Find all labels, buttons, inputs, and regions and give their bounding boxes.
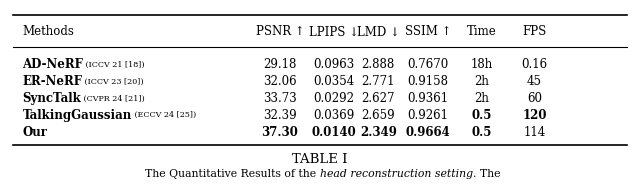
Text: The Quantitative Results of the: The Quantitative Results of the [145,169,320,179]
Text: 2.659: 2.659 [362,109,395,122]
Text: ER-NeRF: ER-NeRF [22,75,83,88]
Text: 0.5: 0.5 [472,109,492,122]
Text: LMD ↓: LMD ↓ [357,25,399,38]
Text: 29.18: 29.18 [263,58,297,71]
Text: 32.06: 32.06 [263,75,297,88]
Text: 2h: 2h [474,92,489,105]
Text: 0.9361: 0.9361 [408,92,449,105]
Text: 0.7670: 0.7670 [408,58,449,71]
Text: PSNR ↑: PSNR ↑ [255,25,305,38]
Text: (ECCV 24 [25]): (ECCV 24 [25]) [132,111,196,119]
Text: 0.0369: 0.0369 [314,109,355,122]
Text: 33.73: 33.73 [263,92,297,105]
Text: LPIPS ↓: LPIPS ↓ [309,25,359,38]
Text: (CVPR 24 [21]): (CVPR 24 [21]) [81,94,145,102]
Text: 120: 120 [522,109,547,122]
Text: 2.888: 2.888 [362,58,395,71]
Text: AD-NeRF: AD-NeRF [22,58,83,71]
Text: 0.0292: 0.0292 [314,92,355,105]
Text: FPS: FPS [522,25,547,38]
Text: 45: 45 [527,75,542,88]
Text: SSIM ↑: SSIM ↑ [405,25,451,38]
Text: TABLE I: TABLE I [292,153,348,166]
Text: (ICCV 23 [20]): (ICCV 23 [20]) [83,77,144,85]
Text: 2.627: 2.627 [362,92,395,105]
Text: 0.0354: 0.0354 [314,75,355,88]
Text: Methods: Methods [22,25,74,38]
Text: 37.30: 37.30 [262,126,298,139]
Text: 0.5: 0.5 [472,126,492,139]
Text: 0.0140: 0.0140 [312,126,356,139]
Text: 60: 60 [527,92,542,105]
Text: Time: Time [467,25,497,38]
Text: 2h: 2h [474,75,489,88]
Text: 2.349: 2.349 [360,126,397,139]
Text: Our: Our [22,126,47,139]
Text: head reconstruction setting: head reconstruction setting [320,169,473,179]
Text: 0.9261: 0.9261 [408,109,449,122]
Text: 18h: 18h [470,58,493,71]
Text: 0.16: 0.16 [522,58,547,71]
Text: (ICCV 21 [18]): (ICCV 21 [18]) [83,60,145,68]
Text: 32.39: 32.39 [263,109,297,122]
Text: 0.0963: 0.0963 [314,58,355,71]
Text: . The: . The [473,169,500,179]
Text: SyncTalk: SyncTalk [22,92,81,105]
Text: 0.9664: 0.9664 [406,126,451,139]
Text: TalkingGaussian: TalkingGaussian [22,109,132,122]
Text: 114: 114 [524,126,545,139]
Text: 2.771: 2.771 [362,75,395,88]
Text: 0.9158: 0.9158 [408,75,449,88]
